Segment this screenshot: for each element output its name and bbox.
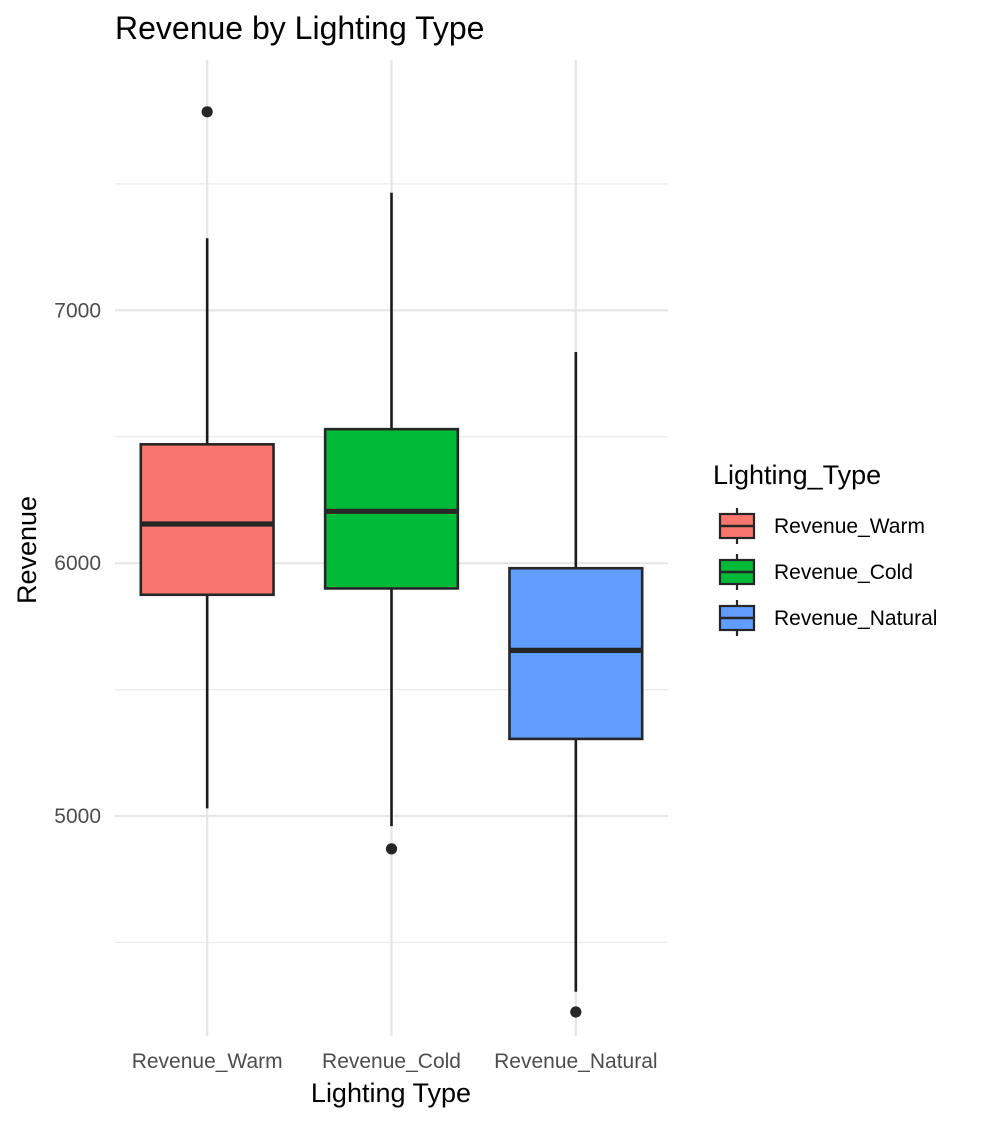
legend-title: Lighting_Type — [713, 460, 881, 490]
box-body — [508, 566, 644, 741]
legend-item-revenue-natural: Revenue_Natural — [718, 600, 937, 636]
legend-item-revenue-warm: Revenue_Warm — [718, 508, 925, 544]
y-axis-ticks: 5000 6000 7000 — [54, 299, 101, 828]
chart-title: Revenue by Lighting Type — [115, 10, 484, 46]
y-axis-title: Revenue — [12, 496, 42, 604]
outlier-point — [201, 106, 213, 118]
x-axis-ticks: Revenue_Warm Revenue_Cold Revenue_Natural — [132, 1050, 658, 1073]
outlier-point — [385, 843, 398, 855]
legend: Lighting_Type Revenue_WarmRevenue_ColdRe… — [713, 460, 937, 636]
legend-label: Revenue_Cold — [774, 561, 913, 584]
legend-items: Revenue_Warm Revenue_Cold Revenue_Natural — [718, 508, 937, 636]
legend-label: Revenue_Warm — [774, 515, 925, 538]
box-revenue-cold — [323, 192, 460, 855]
y-tick-label: 5000 — [54, 805, 101, 828]
box-revenue-natural — [508, 352, 644, 1018]
box-layer — [139, 106, 644, 1018]
x-axis-title: Lighting Type — [311, 1078, 471, 1108]
y-tick-label: 6000 — [54, 552, 101, 575]
legend-item-revenue-cold: Revenue_Cold — [718, 554, 913, 590]
outlier-point — [570, 1006, 582, 1018]
y-tick-label: 7000 — [54, 299, 101, 322]
x-tick-label: Revenue_Natural — [494, 1050, 657, 1073]
x-tick-label: Revenue_Cold — [322, 1050, 461, 1073]
box-body — [139, 443, 275, 597]
box-revenue-warm — [139, 106, 275, 809]
x-tick-label: Revenue_Warm — [132, 1050, 283, 1073]
legend-label: Revenue_Natural — [774, 607, 937, 630]
